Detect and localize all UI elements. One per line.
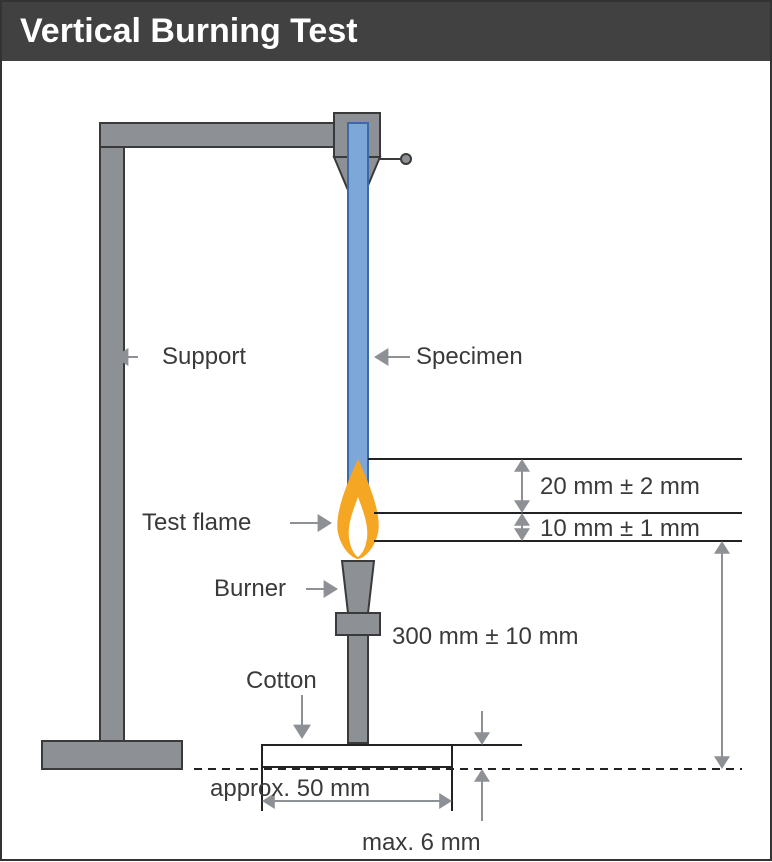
label-test-flame: Test flame	[142, 509, 251, 537]
label-support: Support	[162, 343, 246, 371]
label-dim-10: 10 mm ± 1 mm	[540, 515, 700, 543]
diagram-container: Vertical Burning Test Support Specimen T…	[0, 0, 772, 861]
label-dim-300: 300 mm ± 10 mm	[392, 623, 579, 651]
title-bar: Vertical Burning Test	[2, 2, 770, 61]
label-approx-50: approx. 50 mm	[210, 775, 370, 803]
title-text: Vertical Burning Test	[20, 12, 358, 50]
label-dim-20: 20 mm ± 2 mm	[540, 473, 700, 501]
diagram-area: Support Specimen Test flame Burner Cotto…	[2, 61, 770, 858]
label-cotton: Cotton	[246, 667, 317, 695]
label-max-6: max. 6 mm	[362, 829, 481, 857]
diagram-svg	[2, 61, 772, 862]
label-specimen: Specimen	[416, 343, 523, 371]
label-burner: Burner	[214, 575, 286, 603]
